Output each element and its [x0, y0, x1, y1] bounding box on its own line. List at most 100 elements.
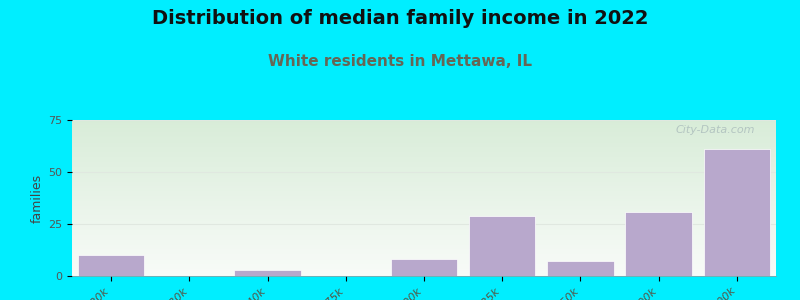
Bar: [72, 143, 776, 144]
Bar: [72, 217, 776, 218]
Bar: [547, 261, 614, 276]
Bar: [72, 226, 776, 227]
Bar: [72, 251, 776, 252]
Bar: [72, 150, 776, 151]
Bar: [72, 149, 776, 150]
Bar: [72, 204, 776, 205]
Bar: [72, 237, 776, 238]
Bar: [72, 247, 776, 248]
Bar: [72, 235, 776, 236]
Bar: [72, 241, 776, 242]
Bar: [72, 188, 776, 189]
Bar: [72, 261, 776, 262]
Bar: [72, 264, 776, 265]
Bar: [72, 202, 776, 203]
Bar: [72, 227, 776, 228]
Bar: [72, 145, 776, 146]
Bar: [72, 144, 776, 145]
Bar: [72, 256, 776, 257]
Y-axis label: families: families: [31, 173, 44, 223]
Bar: [72, 210, 776, 211]
Bar: [72, 176, 776, 177]
Bar: [72, 230, 776, 231]
Bar: [390, 260, 458, 276]
Bar: [72, 253, 776, 254]
Bar: [72, 211, 776, 212]
Bar: [72, 156, 776, 157]
Bar: [72, 228, 776, 229]
Bar: [72, 129, 776, 130]
Bar: [72, 151, 776, 152]
Bar: [72, 190, 776, 191]
Bar: [72, 201, 776, 202]
Bar: [72, 192, 776, 193]
Bar: [72, 220, 776, 221]
Bar: [72, 180, 776, 181]
Bar: [72, 245, 776, 246]
Bar: [72, 244, 776, 245]
Bar: [72, 130, 776, 131]
Bar: [72, 138, 776, 139]
Bar: [72, 232, 776, 233]
Bar: [72, 178, 776, 179]
Bar: [72, 122, 776, 123]
Bar: [626, 212, 692, 276]
Bar: [72, 234, 776, 235]
Bar: [72, 139, 776, 140]
Bar: [72, 163, 776, 164]
Bar: [72, 246, 776, 247]
Bar: [72, 137, 776, 138]
Bar: [72, 218, 776, 219]
Bar: [72, 203, 776, 204]
Bar: [72, 209, 776, 210]
Bar: [72, 274, 776, 275]
Bar: [72, 221, 776, 222]
Bar: [72, 127, 776, 128]
Bar: [72, 254, 776, 255]
Bar: [72, 270, 776, 271]
Bar: [72, 164, 776, 165]
Bar: [72, 141, 776, 142]
Bar: [72, 243, 776, 244]
Bar: [72, 260, 776, 261]
Bar: [72, 199, 776, 200]
Bar: [72, 208, 776, 209]
Bar: [72, 126, 776, 127]
Bar: [72, 191, 776, 192]
Bar: [72, 177, 776, 178]
Bar: [72, 239, 776, 240]
Bar: [72, 272, 776, 273]
Bar: [72, 273, 776, 274]
Bar: [72, 181, 776, 182]
Bar: [72, 152, 776, 153]
Bar: [72, 140, 776, 141]
Bar: [72, 172, 776, 173]
Bar: [72, 160, 776, 161]
Bar: [72, 193, 776, 194]
Bar: [72, 200, 776, 201]
Bar: [72, 165, 776, 166]
Bar: [72, 173, 776, 174]
Bar: [72, 171, 776, 172]
Bar: [72, 265, 776, 266]
Bar: [72, 194, 776, 195]
Bar: [72, 136, 776, 137]
Bar: [72, 205, 776, 206]
Bar: [72, 147, 776, 148]
Text: Distribution of median family income in 2022: Distribution of median family income in …: [152, 9, 648, 28]
Bar: [72, 212, 776, 213]
Bar: [72, 236, 776, 237]
Bar: [234, 270, 301, 276]
Bar: [72, 242, 776, 243]
Bar: [72, 213, 776, 214]
Bar: [72, 170, 776, 171]
Bar: [72, 179, 776, 180]
Bar: [72, 225, 776, 226]
Bar: [704, 149, 770, 276]
Bar: [72, 169, 776, 170]
Bar: [72, 187, 776, 188]
Bar: [72, 252, 776, 253]
Bar: [72, 162, 776, 163]
Bar: [72, 250, 776, 251]
Bar: [72, 186, 776, 187]
